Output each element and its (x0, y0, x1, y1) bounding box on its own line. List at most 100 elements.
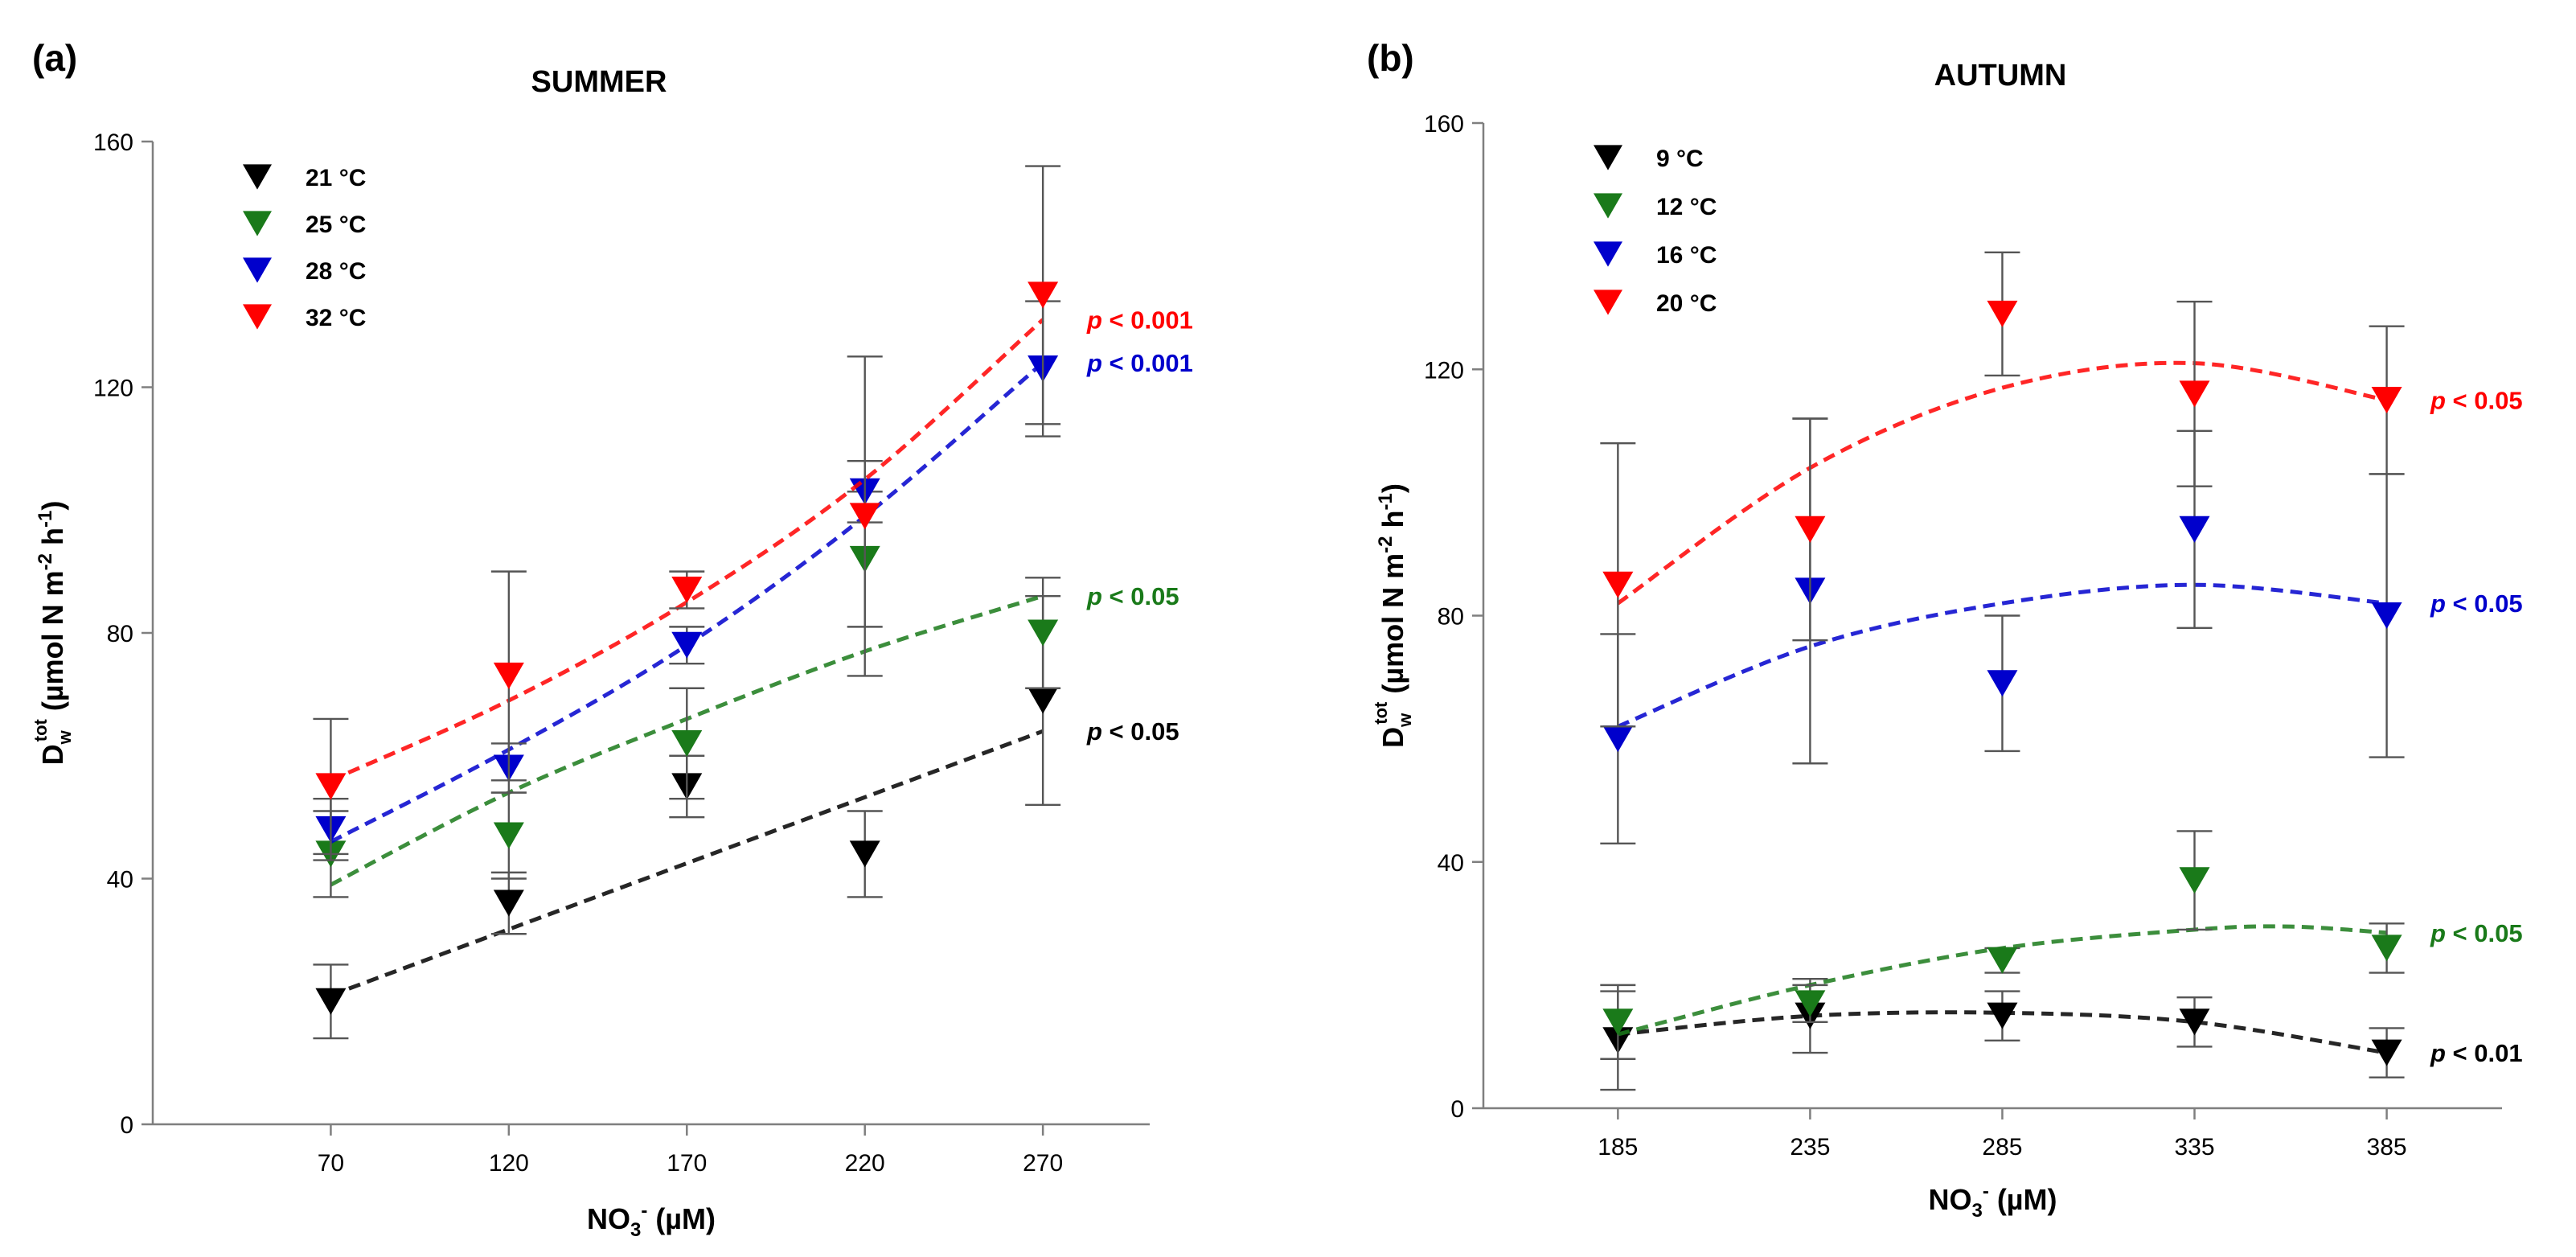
legend-label-12-c: 12 °C (1656, 194, 1717, 220)
y-tick-label: 0 (1450, 1096, 1464, 1123)
panel-label: (b) (1367, 37, 1414, 79)
p-value-symbol: p (1086, 306, 1102, 334)
y-axis-label-part: h (1376, 511, 1409, 536)
data-point-32-c (849, 503, 880, 530)
series-12-c: p < 0.05 (1600, 830, 2523, 1060)
data-point-25-c (493, 822, 524, 849)
p-value-32-c: p < 0.001 (1086, 306, 1193, 334)
p-value-text: < 0.05 (1102, 717, 1179, 746)
fit-curve-16-c (1617, 582, 2387, 729)
y-axis-label-part: D (1376, 727, 1409, 748)
p-value-symbol: p (2430, 1039, 2446, 1067)
data-point-21-c (849, 840, 880, 868)
fit-curve-9-c (1618, 1010, 2387, 1055)
y-axis-label-part: h (36, 528, 69, 553)
y-axis-label: Dwtot (µmol N m-2 h-1) (31, 501, 75, 766)
y-axis-label: Dwtot (µmol N m-2 h-1) (1371, 483, 1415, 748)
x-axis-label-part: (µM) (1989, 1183, 2057, 1216)
x-tick-label: 385 (2367, 1134, 2407, 1160)
legend-label-28-c: 28 °C (306, 258, 366, 285)
p-value-16-c: p < 0.05 (2430, 589, 2523, 618)
fit-curve-12-c (1617, 924, 2387, 1037)
y-tick-label: 40 (107, 867, 133, 893)
x-tick-label: 170 (667, 1150, 707, 1177)
series-20-c: p < 0.05 (1600, 251, 2523, 728)
legend-marker-12-c (1594, 193, 1622, 219)
y-axis-label-sup: -2 (35, 553, 56, 570)
data-point-12-c (2179, 867, 2210, 894)
y-axis-label-sup: -1 (35, 511, 56, 528)
x-axis-label-sup: - (641, 1200, 647, 1222)
data-point-9-c (2371, 1039, 2402, 1066)
data-point-21-c (315, 988, 347, 1015)
data-point-20-c (1987, 300, 2018, 327)
y-tick-label: 0 (120, 1112, 133, 1139)
legend-marker-20-c (1594, 290, 1622, 315)
data-point-12-c (1602, 1008, 1634, 1036)
x-axis-label-part: (µM) (647, 1202, 716, 1235)
legend-label-25-c: 25 °C (306, 212, 366, 238)
y-axis-label-sup: tot (1371, 701, 1391, 725)
chart-title: AUTUMN (1934, 59, 2067, 92)
data-point-32-c (1028, 281, 1059, 309)
p-value-28-c: p < 0.001 (1086, 349, 1193, 377)
series-32-c: p < 0.001 (313, 165, 1193, 856)
x-tick-label: 220 (845, 1150, 885, 1177)
legend-marker-9-c (1594, 145, 1622, 170)
p-value-21-c: p < 0.05 (1086, 717, 1179, 746)
p-value-text: < 0.01 (2446, 1039, 2523, 1067)
p-value-symbol: p (2430, 589, 2446, 618)
y-axis-label-sup: tot (31, 718, 51, 741)
y-axis-label-sup: -1 (1375, 493, 1397, 510)
y-tick-label: 160 (93, 129, 133, 156)
data-point-32-c (315, 773, 347, 800)
legend-label-20-c: 20 °C (1656, 290, 1717, 317)
y-tick-label: 80 (1438, 604, 1464, 631)
x-axis-label-sub: 3 (630, 1219, 641, 1241)
data-point-20-c (1795, 516, 1826, 543)
legend-label-32-c: 32 °C (306, 305, 366, 331)
data-point-20-c (2371, 387, 2402, 414)
p-value-25-c: p < 0.05 (1086, 582, 1179, 610)
data-point-16-c (1602, 725, 1634, 753)
p-value-text: < 0.05 (2446, 387, 2523, 415)
data-point-20-c (1602, 571, 1634, 598)
data-point-21-c (493, 889, 524, 917)
y-tick-label: 120 (1424, 357, 1464, 384)
legend-label-21-c: 21 °C (306, 165, 366, 191)
data-point-20-c (2179, 380, 2210, 408)
x-tick-label: 270 (1023, 1150, 1063, 1177)
legend-marker-16-c (1594, 241, 1622, 267)
x-axis-label-part: NO (1928, 1183, 1971, 1216)
data-point-9-c (2179, 1008, 2210, 1036)
y-axis-label-part: (µmol N m (1376, 553, 1409, 702)
p-value-symbol: p (1086, 582, 1102, 610)
fit-curve-21-c (330, 729, 1044, 997)
legend-label-9-c: 9 °C (1656, 146, 1704, 172)
x-axis-label-sup: - (1983, 1181, 1989, 1202)
data-point-12-c (1795, 990, 1826, 1017)
y-axis-label-part: D (36, 744, 69, 765)
y-axis-label-sup: -2 (1375, 536, 1397, 553)
data-point-16-c (2179, 516, 2210, 543)
x-axis-label: NO3- (µM) (587, 1200, 716, 1241)
p-value-text: < 0.001 (1102, 349, 1193, 377)
y-axis-label-part: ) (1376, 483, 1409, 493)
series-28-c: p < 0.001 (313, 300, 1193, 861)
data-point-16-c (1987, 670, 2018, 697)
x-axis-label: NO3- (µM) (1928, 1181, 2057, 1222)
data-point-32-c (493, 662, 524, 689)
chart-title: SUMMER (531, 65, 667, 99)
legend-marker-32-c (243, 304, 272, 330)
p-value-text: < 0.05 (2446, 589, 2523, 618)
p-value-symbol: p (2430, 387, 2446, 415)
data-point-25-c (671, 729, 703, 758)
p-value-text: < 0.001 (1102, 306, 1193, 334)
y-axis-label-sub: w (1395, 713, 1415, 728)
x-tick-label: 285 (1982, 1134, 2022, 1160)
p-value-9-c: p < 0.01 (2430, 1039, 2523, 1067)
panel-summer: (a) SUMMER 0 40 80 120 160 70 120 170 220 270 NO3- (… (31, 37, 1193, 1241)
data-point-21-c (1028, 687, 1059, 714)
y-axis-label-part: (µmol N m (36, 570, 69, 719)
